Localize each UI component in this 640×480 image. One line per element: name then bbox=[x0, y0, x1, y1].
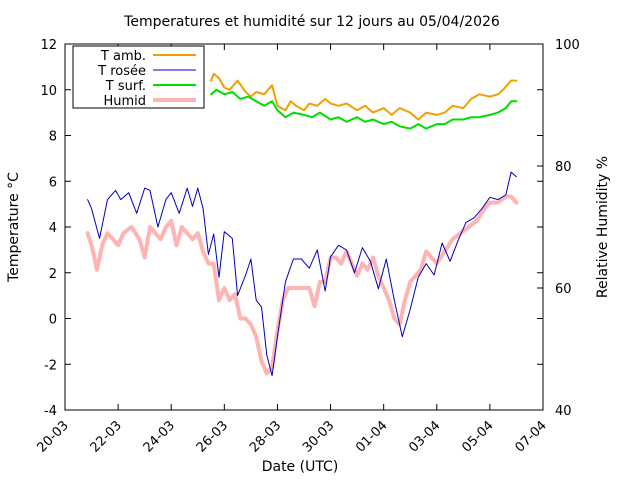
series-line-humid bbox=[85, 194, 519, 376]
plot-lines bbox=[85, 72, 519, 377]
y-tick-label: 10 bbox=[40, 84, 57, 99]
y-axis-left: -4 -2 0 2 4 6 8 10 12 bbox=[40, 38, 543, 419]
y-tick-label: 4 bbox=[49, 221, 57, 236]
x-tick-label: 03-04 bbox=[406, 418, 443, 455]
legend-label-humid: Humid bbox=[103, 94, 146, 109]
series-line-t-amb bbox=[210, 72, 518, 121]
y2-tick-label: 40 bbox=[555, 404, 572, 419]
y2-tick-label: 60 bbox=[555, 282, 572, 297]
y2-tick-label: 80 bbox=[555, 160, 572, 175]
y-tick-label: 12 bbox=[40, 38, 57, 53]
y2-axis-label: Relative Humidity % bbox=[595, 156, 611, 298]
y2-tick-label: 100 bbox=[555, 38, 580, 53]
x-tick-label: 26-03 bbox=[194, 418, 231, 455]
series-line-t-surf bbox=[210, 88, 518, 130]
x-tick-label: 28-03 bbox=[247, 418, 284, 455]
x-axis-label: Date (UTC) bbox=[262, 459, 339, 475]
x-tick-label: 30-03 bbox=[300, 418, 337, 455]
y-tick-label: -4 bbox=[44, 404, 57, 419]
chart-title: Temperatures et humidité sur 12 jours au… bbox=[123, 14, 500, 30]
x-tick-label: 22-03 bbox=[88, 418, 125, 455]
x-tick-label: 20-03 bbox=[35, 418, 72, 455]
y-axis-right: 40 60 80 100 bbox=[537, 38, 580, 419]
legend-box bbox=[72, 45, 205, 109]
series-line-t-rosee bbox=[87, 171, 517, 377]
y-tick-label: -2 bbox=[44, 358, 57, 373]
x-tick-label: 01-04 bbox=[353, 418, 390, 455]
y-tick-label: 6 bbox=[49, 175, 57, 190]
y-tick-label: 0 bbox=[49, 313, 57, 328]
y-axis-label: Temperature °C bbox=[6, 172, 22, 283]
x-tick-label: 07-04 bbox=[513, 418, 550, 455]
legend-label-t-amb: T amb. bbox=[100, 49, 146, 64]
x-tick-label: 05-04 bbox=[459, 418, 496, 455]
y-tick-label: 2 bbox=[49, 267, 57, 282]
legend-label-t-rosee: T rosée bbox=[97, 64, 146, 79]
x-tick-label: 24-03 bbox=[141, 418, 178, 455]
y-tick-label: 8 bbox=[49, 130, 57, 145]
legend-label-t-surf: T surf. bbox=[105, 79, 146, 94]
